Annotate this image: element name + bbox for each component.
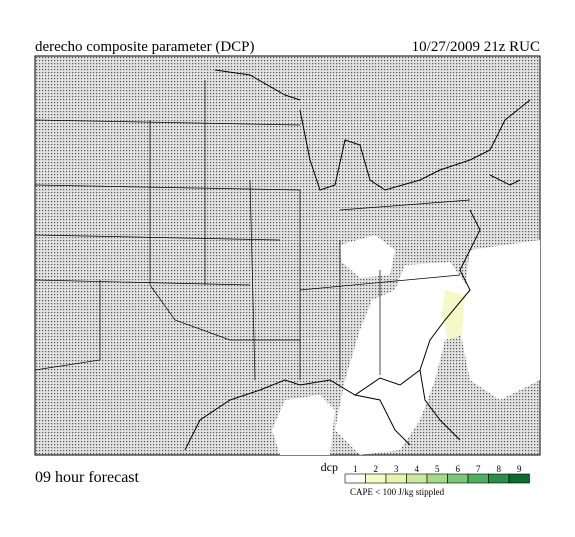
legend-box bbox=[406, 473, 428, 484]
legend-tick-label: 4 bbox=[415, 464, 420, 474]
legend-tick-label: 6 bbox=[456, 464, 461, 474]
legend-tick-label: 2 bbox=[374, 464, 379, 474]
legend-box bbox=[447, 473, 469, 484]
forecast-hour: 09 hour forecast bbox=[35, 469, 140, 486]
legend-note: CAPE < 100 J/kg stippled bbox=[350, 487, 445, 497]
legend-tick-label: 1 bbox=[353, 464, 358, 474]
legend-box bbox=[467, 473, 489, 484]
title: derecho composite parameter (DCP) bbox=[35, 39, 255, 55]
legend-tick-label: 5 bbox=[435, 464, 440, 474]
legend-tick-label: 8 bbox=[497, 464, 502, 474]
legend-tick-label: 3 bbox=[394, 464, 399, 474]
legend-box bbox=[488, 473, 510, 484]
legend-box bbox=[385, 473, 407, 484]
legend-label: dcp bbox=[321, 460, 338, 474]
legend-box bbox=[508, 473, 530, 484]
valid-time: 10/27/2009 21z RUC bbox=[412, 39, 540, 55]
legend-tick-label: 9 bbox=[517, 464, 522, 474]
legend-box bbox=[365, 473, 387, 484]
legend-tick-label: 7 bbox=[476, 464, 481, 474]
legend-box bbox=[426, 473, 448, 484]
legend: 1 2 3 4 5 6 7 8 9 bbox=[344, 464, 530, 484]
map bbox=[34, 55, 541, 456]
legend-box bbox=[344, 473, 366, 484]
